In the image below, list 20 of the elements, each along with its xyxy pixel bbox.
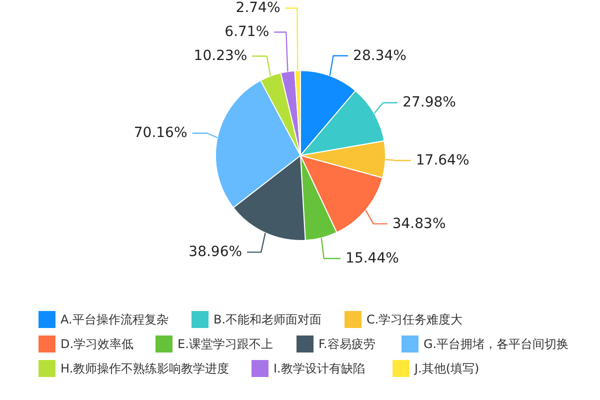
- legend-label: F.容易疲劳: [318, 337, 376, 351]
- data-label: 17.64%: [416, 152, 470, 168]
- data-label: 10.23%: [194, 48, 248, 64]
- data-label: 38.96%: [188, 244, 242, 260]
- legend-label: A.平台操作流程复杂: [60, 312, 168, 326]
- data-label: 15.44%: [346, 250, 399, 266]
- data-label: 28.34%: [353, 48, 406, 64]
- legend-label: I.教学设计有缺陷: [274, 362, 365, 376]
- data-label: 6.71%: [224, 24, 270, 40]
- data-label: 70.16%: [134, 125, 188, 142]
- legend-label: H.教师操作不熟练影响教学进度: [60, 362, 230, 376]
- legend-label: C.学习任务难度大: [366, 312, 463, 326]
- legend-label: D.学习效率低: [60, 337, 134, 351]
- legend-label: G.平台拥堵，各平台间切换: [424, 337, 569, 351]
- legend-label: J.其他(填写): [414, 362, 480, 376]
- data-label: 27.98%: [402, 94, 456, 111]
- legend-label: E.课堂学习跟不上: [178, 337, 273, 351]
- data-label: 34.83%: [392, 216, 446, 232]
- legend-label: B.不能和老师面对面: [214, 312, 322, 326]
- data-label: 2.74%: [236, 0, 280, 16]
